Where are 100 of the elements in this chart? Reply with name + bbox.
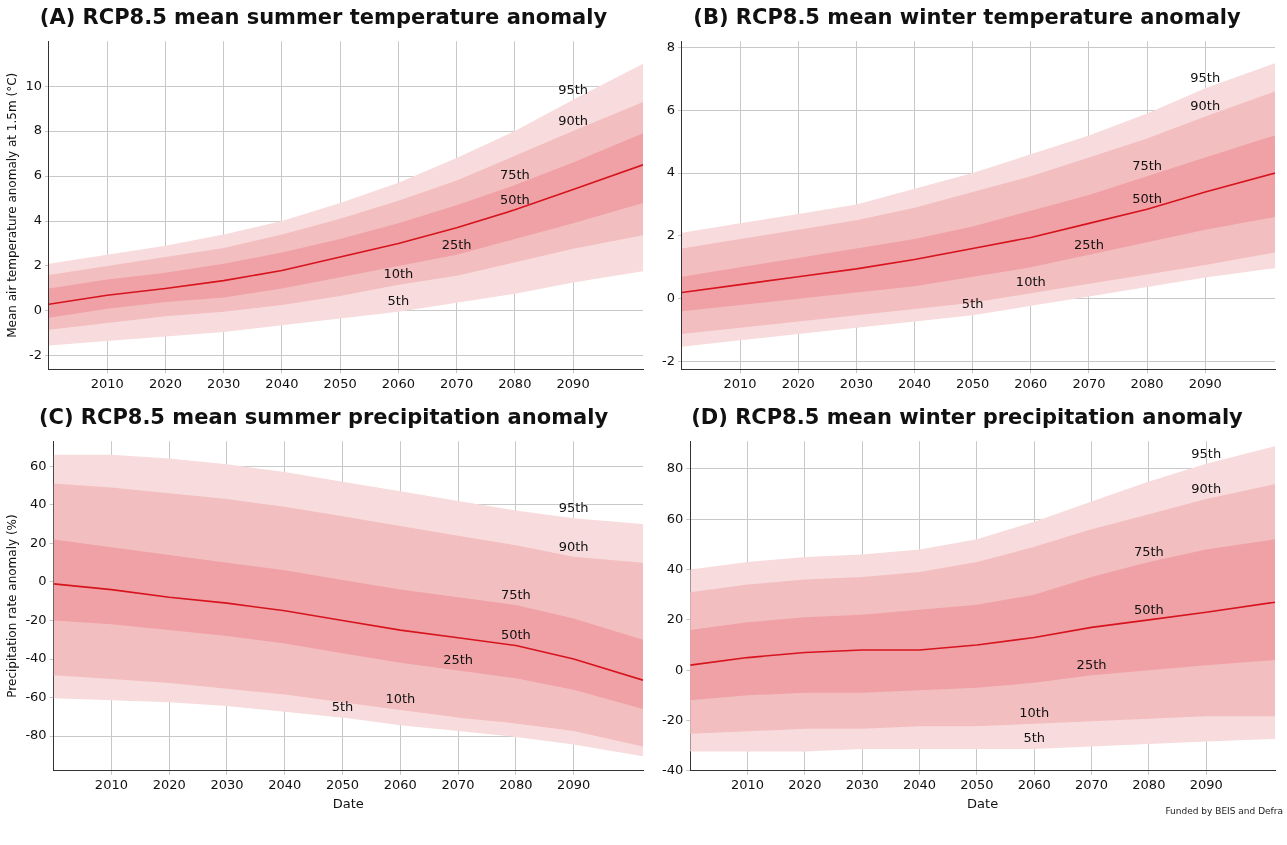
- annotation: 10th: [1015, 274, 1046, 290]
- annotation: 25th: [1076, 657, 1107, 673]
- annotation: 50th: [1132, 191, 1163, 207]
- x-tick-label: 2040: [268, 776, 302, 792]
- x-axis-title: Date: [967, 795, 999, 811]
- x-tick-label: 2090: [557, 776, 591, 792]
- x-tick-label: 2070: [441, 776, 475, 792]
- y-axis-title: Precipitation rate anomaly (%): [5, 514, 20, 698]
- y-tick-label: -20: [662, 711, 684, 727]
- annotation: 95th: [558, 500, 589, 516]
- annotation: 50th: [499, 191, 530, 207]
- y-tick-label: 6: [33, 167, 42, 183]
- y-tick-label: 4: [666, 164, 675, 180]
- y-tick-label: 60: [30, 457, 47, 473]
- x-tick-label: 2030: [845, 776, 879, 792]
- x-tick-label: 2010: [90, 375, 124, 391]
- annotation: 95th: [558, 81, 589, 97]
- x-tick-label: 2070: [1072, 375, 1106, 391]
- annotation: 90th: [558, 538, 589, 554]
- y-tick-label: -60: [25, 688, 47, 704]
- annotation: 5th: [1023, 730, 1046, 746]
- text: Funded by BEIS and Defra: [1165, 806, 1283, 816]
- y-tick-label: 8: [33, 122, 42, 138]
- y-tick-label: 6: [666, 101, 675, 117]
- x-tick-label: 2020: [781, 375, 815, 391]
- y-tick-label: -2: [28, 347, 42, 363]
- annotation: 50th: [500, 627, 531, 643]
- annotation: 10th: [385, 691, 416, 706]
- x-tick-label: 2040: [265, 375, 299, 391]
- x-tick-label: 2080: [498, 375, 532, 391]
- y-tick-label: 0: [666, 290, 675, 306]
- x-tick-label: 2050: [960, 776, 994, 792]
- x-tick-label: 2030: [839, 375, 873, 391]
- x-tick-label: 2080: [1132, 776, 1166, 792]
- y-tick-label: 20: [666, 611, 684, 627]
- y-tick-label: 20: [30, 534, 47, 550]
- chart-title: (A) RCP8.5 mean summer temperature anomaly: [39, 5, 608, 30]
- annotation: 95th: [1190, 70, 1221, 86]
- x-tick-label: 2090: [556, 375, 590, 391]
- y-tick-label: 60: [666, 510, 684, 526]
- x-tick-label: 2020: [788, 776, 822, 792]
- x-tick-label: 2010: [94, 776, 128, 792]
- x-tick-label: 2080: [499, 776, 533, 792]
- annotation: 50th: [1133, 601, 1164, 617]
- x-tick-label: 2030: [207, 375, 241, 391]
- y-tick-label: 8: [666, 38, 675, 54]
- annotation: 25th: [441, 236, 472, 252]
- x-tick-label: 2020: [152, 776, 186, 792]
- annotation: 75th: [1132, 158, 1163, 174]
- annotation: 5th: [961, 296, 984, 312]
- y-tick-label: 4: [33, 212, 42, 228]
- x-tick-label: 2070: [440, 375, 474, 391]
- annotation: 25th: [443, 652, 474, 668]
- x-tick-label: 2090: [1189, 776, 1223, 792]
- annotation: 75th: [1133, 543, 1164, 559]
- annotation: 10th: [1019, 704, 1050, 720]
- y-tick-label: -40: [662, 762, 684, 778]
- chart-title: (C) RCP8.5 mean summer precipitation anomaly: [38, 405, 609, 430]
- x-tick-label: 2070: [1075, 776, 1109, 792]
- annotation: 10th: [383, 265, 414, 281]
- chart-title: (B) RCP8.5 mean winter temperature anomaly: [693, 5, 1242, 30]
- x-tick-label: 2060: [381, 375, 415, 391]
- x-tick-label: 2050: [956, 375, 990, 391]
- annotation: 90th: [558, 112, 589, 128]
- annotation: 90th: [1191, 480, 1222, 496]
- x-tick-label: 2060: [1014, 375, 1048, 391]
- y-tick-label: -40: [25, 650, 47, 666]
- chart-title: (D) RCP8.5 mean winter precipitation anomaly: [691, 405, 1244, 430]
- y-tick-label: 0: [38, 573, 47, 589]
- annotation: 5th: [331, 698, 354, 714]
- annotation: 25th: [1074, 236, 1104, 252]
- y-tick-label: 0: [674, 661, 684, 677]
- x-tick-label: 2090: [1188, 375, 1222, 391]
- x-tick-label: 2010: [731, 776, 765, 792]
- y-tick-label: 0: [33, 302, 42, 318]
- annotation: 5th: [387, 292, 410, 308]
- x-tick-label: 2080: [1130, 375, 1164, 391]
- y-tick-label: -80: [25, 727, 47, 743]
- x-tick-label: 2050: [323, 375, 357, 391]
- x-tick-label: 2020: [148, 375, 182, 391]
- x-tick-label: 2050: [325, 776, 360, 792]
- annotation: 95th: [1191, 445, 1222, 461]
- x-tick-label: 2060: [1017, 776, 1051, 792]
- y-tick-label: -2: [661, 352, 675, 368]
- y-axis-title: Mean air temperature anomaly at 1.5m (°C): [5, 72, 20, 338]
- x-axis-title: Date: [332, 795, 364, 811]
- y-tick-label: 2: [33, 257, 42, 273]
- x-tick-label: 2040: [903, 776, 937, 792]
- y-tick-label: 40: [666, 560, 684, 576]
- annotation: 75th: [499, 166, 530, 182]
- x-tick-label: 2010: [723, 375, 757, 391]
- x-tick-label: 2040: [897, 375, 932, 391]
- y-tick-label: 40: [30, 496, 47, 512]
- x-tick-label: 2060: [383, 776, 417, 792]
- annotation: 90th: [1190, 98, 1221, 114]
- y-tick-label: 80: [666, 460, 684, 476]
- annotation: 75th: [500, 586, 531, 602]
- y-tick-label: 2: [666, 227, 675, 243]
- y-tick-label: 10: [25, 77, 42, 93]
- x-tick-label: 2030: [210, 776, 244, 792]
